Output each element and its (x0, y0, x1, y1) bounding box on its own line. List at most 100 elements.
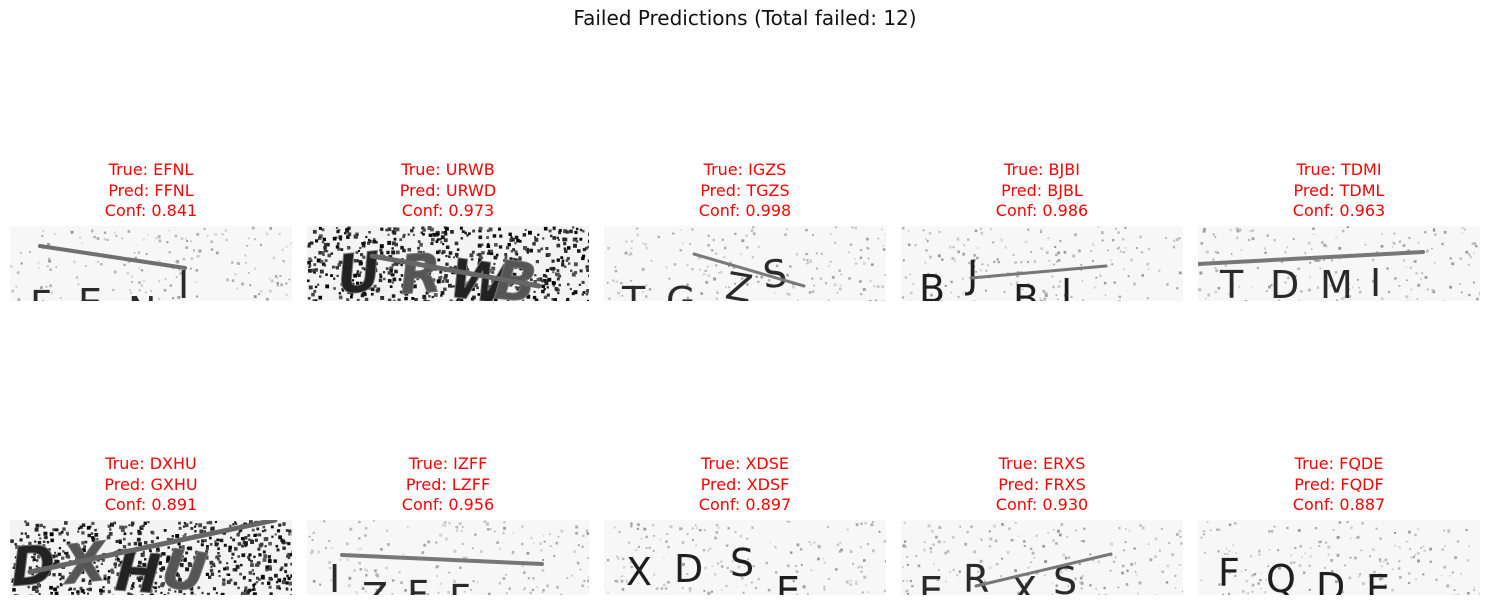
captcha-glyph: D (1316, 565, 1345, 595)
true-label-text: True: IGZS (703, 160, 787, 179)
captcha-glyph: E (1366, 567, 1390, 595)
panel-caption: True: XDSE Pred: XDSF Conf: 0.897 (604, 454, 886, 516)
captcha-glyph: S (730, 541, 754, 585)
pred-label-text: Pred: FFNL (108, 180, 194, 200)
captcha-strike-line (340, 553, 544, 566)
pred-label-text: Pred: FQDF (1294, 474, 1384, 494)
captcha-glyph: Q (1266, 557, 1296, 595)
panel-caption: True: TDMI Pred: TDML Conf: 0.963 (1198, 160, 1480, 222)
pred-label-text: Pred: XDSF (700, 474, 790, 494)
confidence-text: Conf: 0.930 (995, 495, 1089, 514)
captcha-glyph: F (449, 577, 471, 595)
captcha-image-canvas: B JB I (901, 226, 1183, 301)
captcha-glyph: E (776, 569, 800, 595)
confidence-text: Conf: 0.887 (1292, 495, 1386, 514)
true-label-text: True: URWB (401, 160, 495, 179)
panel-caption: True: BJBI Pred: BJBL Conf: 0.986 (901, 160, 1183, 222)
captcha-glyph: D (10, 533, 58, 595)
captcha-image-canvas: X D SE (604, 520, 886, 595)
captcha-noise (606, 520, 886, 595)
captcha-strike-line (974, 552, 1113, 588)
captcha-background (1198, 226, 1480, 301)
captcha-glyph: E (78, 281, 102, 301)
captcha-strike-line (38, 244, 187, 270)
panel-caption: True: DXHU Pred: GXHU Conf: 0.891 (10, 454, 292, 516)
captcha-strike-line (369, 253, 542, 289)
captcha-glyph: T (1219, 263, 1244, 301)
captcha-background (604, 520, 886, 595)
confidence-text: Conf: 0.897 (698, 495, 792, 514)
confidence-text: Conf: 0.998 (698, 201, 792, 220)
captcha-image: IZFF (307, 520, 589, 595)
captcha-image-canvas: IZFF (307, 520, 589, 595)
captcha-glyph: D (674, 547, 703, 591)
pred-label-text: Pred: BJBL (1001, 180, 1083, 200)
captcha-image-canvas: DXHU (10, 520, 292, 595)
captcha-background (307, 520, 589, 595)
confidence-text: Conf: 0.841 (104, 201, 198, 220)
captcha-glyph: U (334, 240, 384, 301)
captcha-glyph: Z (362, 575, 388, 595)
captcha-noise (307, 226, 589, 301)
pred-label-text: Pred: LZFF (405, 474, 491, 494)
captcha-noise (901, 226, 1182, 301)
captcha-glyph: B (1013, 277, 1039, 301)
panel-caption: True: URWB Pred: URWD Conf: 0.973 (307, 160, 589, 222)
captcha-noise (1200, 521, 1480, 595)
panel-caption: True: EFNL Pred: FFNL Conf: 0.841 (10, 160, 292, 222)
captcha-strike-line (1198, 250, 1425, 266)
confidence-text: Conf: 0.963 (1292, 201, 1386, 220)
true-label-text: True: IZFF (408, 454, 488, 473)
confidence-text: Conf: 0.891 (104, 495, 198, 514)
captcha-glyph: T (621, 279, 646, 301)
captcha-background (901, 520, 1183, 595)
true-label-text: True: XDSE (700, 454, 789, 473)
captcha-image: FENI (10, 226, 292, 301)
captcha-glyph: N (128, 289, 156, 301)
true-label-text: True: BJBI (1004, 160, 1080, 179)
true-label-text: True: FQDE (1294, 454, 1384, 473)
captcha-background (901, 226, 1183, 301)
captcha-glyph: D (1270, 263, 1299, 301)
figure-title: Failed Predictions (Total failed: 12) (573, 6, 917, 30)
captcha-glyph: I (329, 557, 340, 595)
captcha-glyph: G (666, 279, 695, 301)
captcha-glyph: E (919, 569, 943, 595)
captcha-noise (10, 226, 292, 301)
pred-label-text: Pred: FRXS (998, 474, 1086, 494)
true-label-text: True: ERXS (998, 454, 1086, 473)
captcha-glyph: U (158, 536, 210, 595)
panel-caption: True: FQDE Pred: FQDF Conf: 0.887 (1198, 454, 1480, 516)
pred-label-text: Pred: TGZS (700, 180, 790, 200)
captcha-image: URWB (307, 226, 589, 301)
captcha-glyph: R (963, 557, 989, 595)
captcha-strike-line (969, 264, 1108, 280)
captcha-noise (1198, 226, 1480, 301)
captcha-glyph: F (30, 283, 52, 301)
captcha-glyph: I (1370, 261, 1381, 301)
captcha-glyph: B (919, 267, 945, 301)
captcha-glyph: I (178, 263, 189, 301)
captcha-background (1198, 520, 1480, 595)
panel-caption: True: IZFF Pred: LZFF Conf: 0.956 (307, 454, 589, 516)
confidence-text: Conf: 0.973 (401, 201, 495, 220)
captcha-noise (308, 520, 589, 595)
true-label-text: True: EFNL (108, 160, 194, 179)
captcha-glyph: X (626, 550, 652, 594)
captcha-noise (606, 226, 886, 301)
captcha-glyph: M (1320, 263, 1353, 301)
true-label-text: True: DXHU (105, 454, 197, 473)
panel-caption: True: ERXS Pred: FRXS Conf: 0.930 (901, 454, 1183, 516)
captcha-glyph: B (492, 248, 540, 301)
captcha-strike-line (27, 520, 278, 575)
captcha-noise (902, 521, 1183, 595)
captcha-strike-line (692, 252, 806, 288)
